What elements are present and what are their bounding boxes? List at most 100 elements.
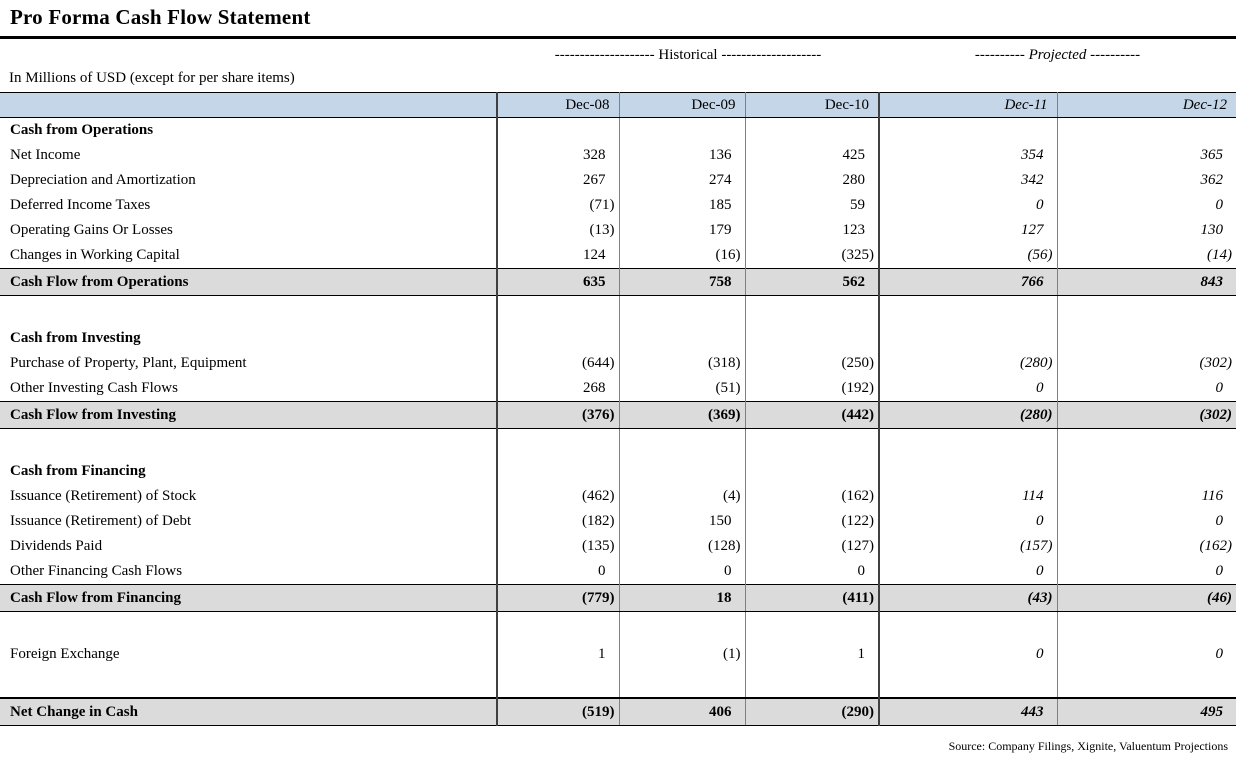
source-note: Source: Company Filings, Xignite, Valuen… xyxy=(948,739,1228,753)
value-cell: 1 xyxy=(745,642,880,667)
value-cell: 185 xyxy=(619,193,746,218)
value-cell xyxy=(879,459,1058,484)
value-cell: 342 xyxy=(879,168,1058,193)
value-cell xyxy=(619,611,746,642)
row-label: Changes in Working Capital xyxy=(0,243,498,269)
value-cell: 354 xyxy=(879,143,1058,168)
value-cell: 0 xyxy=(879,509,1058,534)
table-row xyxy=(0,667,1236,698)
value-cell: (14) xyxy=(1207,247,1232,263)
value-cell xyxy=(497,459,620,484)
historical-group-label: -------------------- Historical --------… xyxy=(554,47,822,63)
table-row xyxy=(0,611,1236,643)
value-cell: 136 xyxy=(619,143,746,168)
value-cell: (162) xyxy=(745,484,880,509)
statement-table-body: Cash from Operations Net Income 328 136 425 3… xyxy=(0,117,1236,726)
value-cell: 362 xyxy=(1200,172,1224,188)
row-label: Cash from Investing xyxy=(0,326,498,351)
value-cell: (71) xyxy=(497,193,620,218)
value-cell: 758 xyxy=(619,268,746,296)
value-cell: 0 xyxy=(1215,380,1224,396)
value-cell: 443 xyxy=(879,697,1058,726)
value-cell: 0 xyxy=(1215,197,1224,213)
table-row: Net Income 328 136 425 354 365 xyxy=(0,143,1236,168)
row-label xyxy=(0,611,498,642)
value-cell: 0 xyxy=(619,559,746,585)
projected-group-label: ---------- Projected ---------- xyxy=(974,47,1141,63)
row-label: Cash from Operations xyxy=(0,117,498,143)
value-cell: 179 xyxy=(619,218,746,243)
row-label: Deferred Income Taxes xyxy=(0,193,498,218)
value-cell: 280 xyxy=(745,168,880,193)
value-cell: (411) xyxy=(745,584,880,612)
value-cell xyxy=(1057,296,1236,327)
value-cell: (182) xyxy=(497,509,620,534)
value-cell: 843 xyxy=(1057,268,1236,296)
value-cell xyxy=(497,428,620,459)
row-label xyxy=(0,667,498,698)
table-row: Foreign Exchange 1 (1) 1 0 0 xyxy=(0,642,1236,667)
table-row: Other Investing Cash Flows 268 (51) (192) 0 0 xyxy=(0,376,1236,402)
value-cell: 150 xyxy=(619,509,746,534)
value-cell: 0 xyxy=(879,376,1058,402)
value-cell xyxy=(879,667,1058,698)
value-cell: 0 xyxy=(879,193,1058,218)
value-cell: (51) xyxy=(619,376,746,402)
value-cell: (318) xyxy=(619,351,746,376)
value-cell: 274 xyxy=(619,168,746,193)
value-cell xyxy=(497,326,620,351)
value-cell xyxy=(619,326,746,351)
value-cell: 0 xyxy=(1215,513,1224,529)
column-header-dec11: Dec-11 xyxy=(879,92,1058,118)
value-cell: (779) xyxy=(497,584,620,612)
value-cell xyxy=(1057,118,1236,144)
row-label: Operating Gains Or Losses xyxy=(0,218,498,243)
value-cell xyxy=(745,667,880,698)
table-row xyxy=(0,428,1236,459)
table-row: Issuance (Retirement) of Debt (182) 150 (12… xyxy=(0,509,1236,534)
value-cell: (43) xyxy=(879,584,1058,612)
value-cell xyxy=(745,459,880,484)
row-label: Depreciation and Amortization xyxy=(0,168,498,193)
table-row: Cash from Investing xyxy=(0,326,1236,351)
value-cell: (122) xyxy=(745,509,880,534)
table-row: Purchase of Property, Plant, Equipment (6… xyxy=(0,351,1236,376)
value-cell: (376) xyxy=(497,401,620,429)
table-row: Issuance (Retirement) of Stock (462) (4) (1… xyxy=(0,484,1236,509)
table-row: Other Financing Cash Flows 0 0 0 0 0 xyxy=(0,559,1236,585)
value-cell: (644) xyxy=(497,351,620,376)
value-cell: (128) xyxy=(619,534,746,559)
row-label: Issuance (Retirement) of Debt xyxy=(0,509,498,534)
value-cell xyxy=(879,326,1058,351)
value-cell: 267 xyxy=(497,168,620,193)
table-row: Deferred Income Taxes (71) 185 59 0 0 xyxy=(0,193,1236,218)
value-cell: (16) xyxy=(619,243,746,269)
column-header-dec12: Dec-12 xyxy=(1057,92,1236,118)
value-cell: (290) xyxy=(745,697,880,726)
value-cell: (325) xyxy=(745,243,880,269)
value-cell: (442) xyxy=(745,401,880,429)
row-label: Cash Flow from Investing xyxy=(0,401,498,429)
table-row: Cash Flow from Financing (779) 18 (411) (43)… xyxy=(0,584,1236,612)
value-cell: 562 xyxy=(745,268,880,296)
value-cell xyxy=(745,326,880,351)
value-cell xyxy=(745,611,880,642)
table-row: Changes in Working Capital 124 (16) (325) (5… xyxy=(0,243,1236,269)
value-cell: 124 xyxy=(497,243,620,269)
value-cell: 127 xyxy=(879,218,1058,243)
cash-flow-table: Dec-08 Dec-09 Dec-10 Dec-11 Dec-12 Cash … xyxy=(0,92,1236,726)
value-cell: (280) xyxy=(879,351,1058,376)
value-cell: 328 xyxy=(497,143,620,168)
column-header-dec10: Dec-10 xyxy=(745,92,880,118)
value-cell xyxy=(497,611,620,642)
value-cell xyxy=(619,117,746,143)
value-cell xyxy=(497,667,620,698)
value-cell: 365 xyxy=(1200,147,1224,163)
value-cell: (13) xyxy=(497,218,620,243)
row-label: Purchase of Property, Plant, Equipment xyxy=(0,351,498,376)
header-empty-cell xyxy=(0,92,498,118)
row-label: Dividends Paid xyxy=(0,534,498,559)
value-cell: 0 xyxy=(1215,646,1224,662)
value-cell xyxy=(1057,612,1236,643)
